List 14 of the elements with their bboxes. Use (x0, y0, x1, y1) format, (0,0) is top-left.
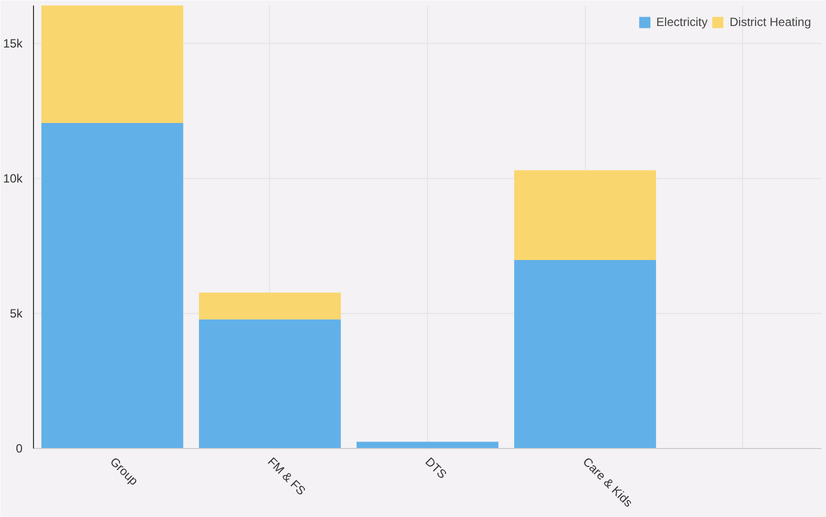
bar (41, 6, 184, 124)
y-tick-label: 15k (3, 36, 24, 50)
bar (514, 170, 656, 260)
y-tick-label: 10k (3, 171, 24, 186)
bar (41, 123, 184, 448)
bar (198, 319, 341, 448)
legend-label: District Heating (730, 15, 811, 29)
bar (356, 442, 498, 448)
y-tick-label: 0 (16, 442, 23, 456)
x-tick-label: FM & FS (264, 454, 308, 498)
y-tick-label: 5k (10, 306, 24, 320)
bar (198, 292, 341, 320)
legend-label: Electricity (656, 15, 708, 29)
bar (514, 260, 656, 448)
